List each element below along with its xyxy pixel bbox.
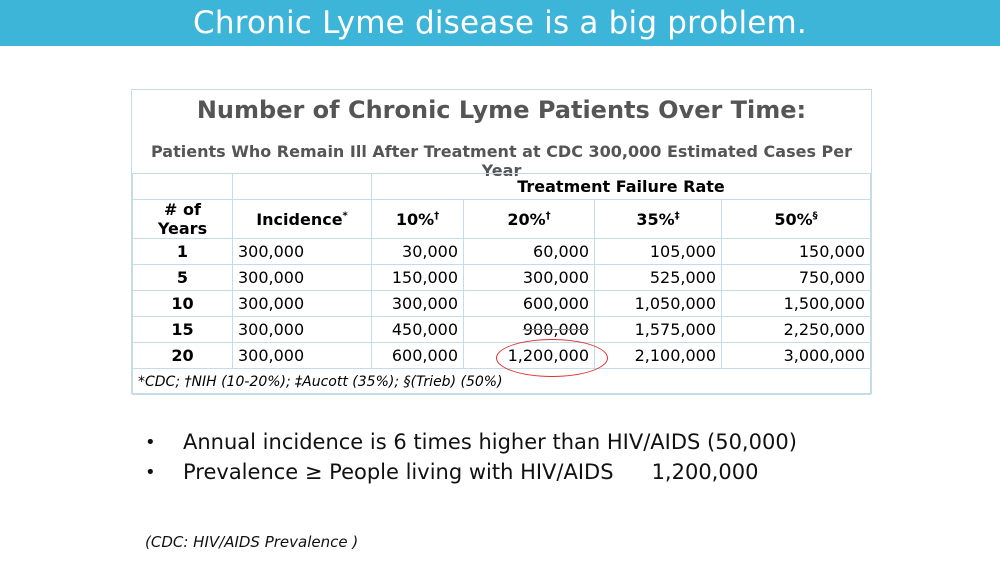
source-citation: (CDC: HIV/AIDS Prevalence )	[145, 533, 359, 551]
incidence-cell: 300,000	[232, 264, 372, 291]
rate-20-cell: 60,000	[463, 238, 595, 265]
highlighted-value: 1,200,000	[507, 346, 589, 365]
slide-title-bar: Chronic Lyme disease is a big problem.	[0, 0, 1000, 46]
treatment-failure-header: Treatment Failure Rate	[371, 173, 871, 200]
col-header-years: # of Years	[132, 199, 233, 239]
rate-20-cell: 600,000	[463, 290, 595, 317]
slide-title: Chronic Lyme disease is a big problem.	[193, 5, 807, 41]
incidence-cell: 300,000	[232, 238, 372, 265]
list-item: • Annual incidence is 6 times higher tha…	[145, 427, 797, 457]
rate-50-cell: 750,000	[721, 264, 871, 291]
incidence-cell: 300,000	[232, 290, 372, 317]
rate-35-cell: 2,100,000	[594, 342, 722, 369]
footnote-row: *CDC; †NIH (10-20%); ‡Aucott (35%); §(Tr…	[132, 368, 871, 395]
rate-20-cell: 300,000	[463, 264, 595, 291]
col-header-incidence: Incidence*	[232, 199, 372, 239]
table-row: 20 300,000 600,000 1,200,000 2,100,000 3…	[132, 339, 871, 377]
rate-35-cell: 525,000	[594, 264, 722, 291]
col-header-50pct: 50%§	[721, 199, 871, 239]
rate-10-cell: 600,000	[371, 342, 464, 369]
table-row: 1 300,000 30,000 60,000 105,000 150,000	[132, 238, 871, 265]
rate-35-cell: 1,050,000	[594, 290, 722, 317]
col-header-10pct: 10%†	[371, 199, 464, 239]
years-cell: 1	[132, 238, 233, 265]
bullet-text: Annual incidence is 6 times higher than …	[183, 430, 797, 454]
table-title: Number of Chronic Lyme Patients Over Tim…	[196, 96, 807, 124]
rate-50-cell: 2,250,000	[721, 316, 871, 343]
table-row: 5 300,000 150,000 300,000 525,000 750,00…	[132, 264, 871, 291]
circled-value: 1,200,000	[495, 339, 608, 377]
incidence-cell: 300,000	[232, 342, 372, 369]
rate-10-cell: 150,000	[371, 264, 464, 291]
bullet-amount: 1,200,000	[651, 460, 759, 484]
rate-35-cell: 1,575,000	[594, 316, 722, 343]
bullet-text: Prevalence ≥ People living with HIV/AIDS	[183, 460, 614, 484]
years-cell: 5	[132, 264, 233, 291]
bullet-marker: •	[145, 431, 156, 453]
lyme-table-panel: Number of Chronic Lyme Patients Over Tim…	[131, 89, 872, 395]
col-header-20pct: 20%†	[463, 199, 595, 239]
rate-10-cell: 300,000	[371, 290, 464, 317]
bullet-list: • Annual incidence is 6 times higher tha…	[145, 427, 797, 487]
list-item: • Prevalence ≥ People living with HIV/AI…	[145, 457, 797, 487]
years-cell: 20	[132, 342, 233, 369]
table-row: 10 300,000 300,000 600,000 1,050,000 1,5…	[132, 290, 871, 317]
years-cell: 15	[132, 316, 233, 343]
rate-20-cell: 900,000	[463, 316, 595, 343]
column-header-row: # of Years Incidence* 10%† 20%† 35%‡ 50%…	[132, 199, 871, 239]
rate-50-cell: 150,000	[721, 238, 871, 265]
col-header-35pct: 35%‡	[594, 199, 722, 239]
table-row: 15 300,000 450,000 900,000 1,575,000 2,2…	[132, 316, 871, 343]
rate-35-cell: 105,000	[594, 238, 722, 265]
rate-50-cell: 1,500,000	[721, 290, 871, 317]
patients-table: Treatment Failure Rate # of Years Incide…	[132, 173, 871, 395]
group-header-row: Treatment Failure Rate	[132, 173, 871, 200]
rate-10-cell: 30,000	[371, 238, 464, 265]
rate-50-cell: 3,000,000	[721, 342, 871, 369]
table-footnote: *CDC; †NIH (10-20%); ‡Aucott (35%); §(Tr…	[132, 368, 871, 395]
empty-header-cell	[132, 173, 233, 200]
struck-value: 900,000	[522, 320, 589, 339]
years-cell: 10	[132, 290, 233, 317]
rate-20-cell: 1,200,000	[463, 339, 608, 377]
rate-10-cell: 450,000	[371, 316, 464, 343]
empty-header-cell	[232, 173, 372, 200]
bullet-marker: •	[145, 461, 156, 483]
incidence-cell: 300,000	[232, 316, 372, 343]
